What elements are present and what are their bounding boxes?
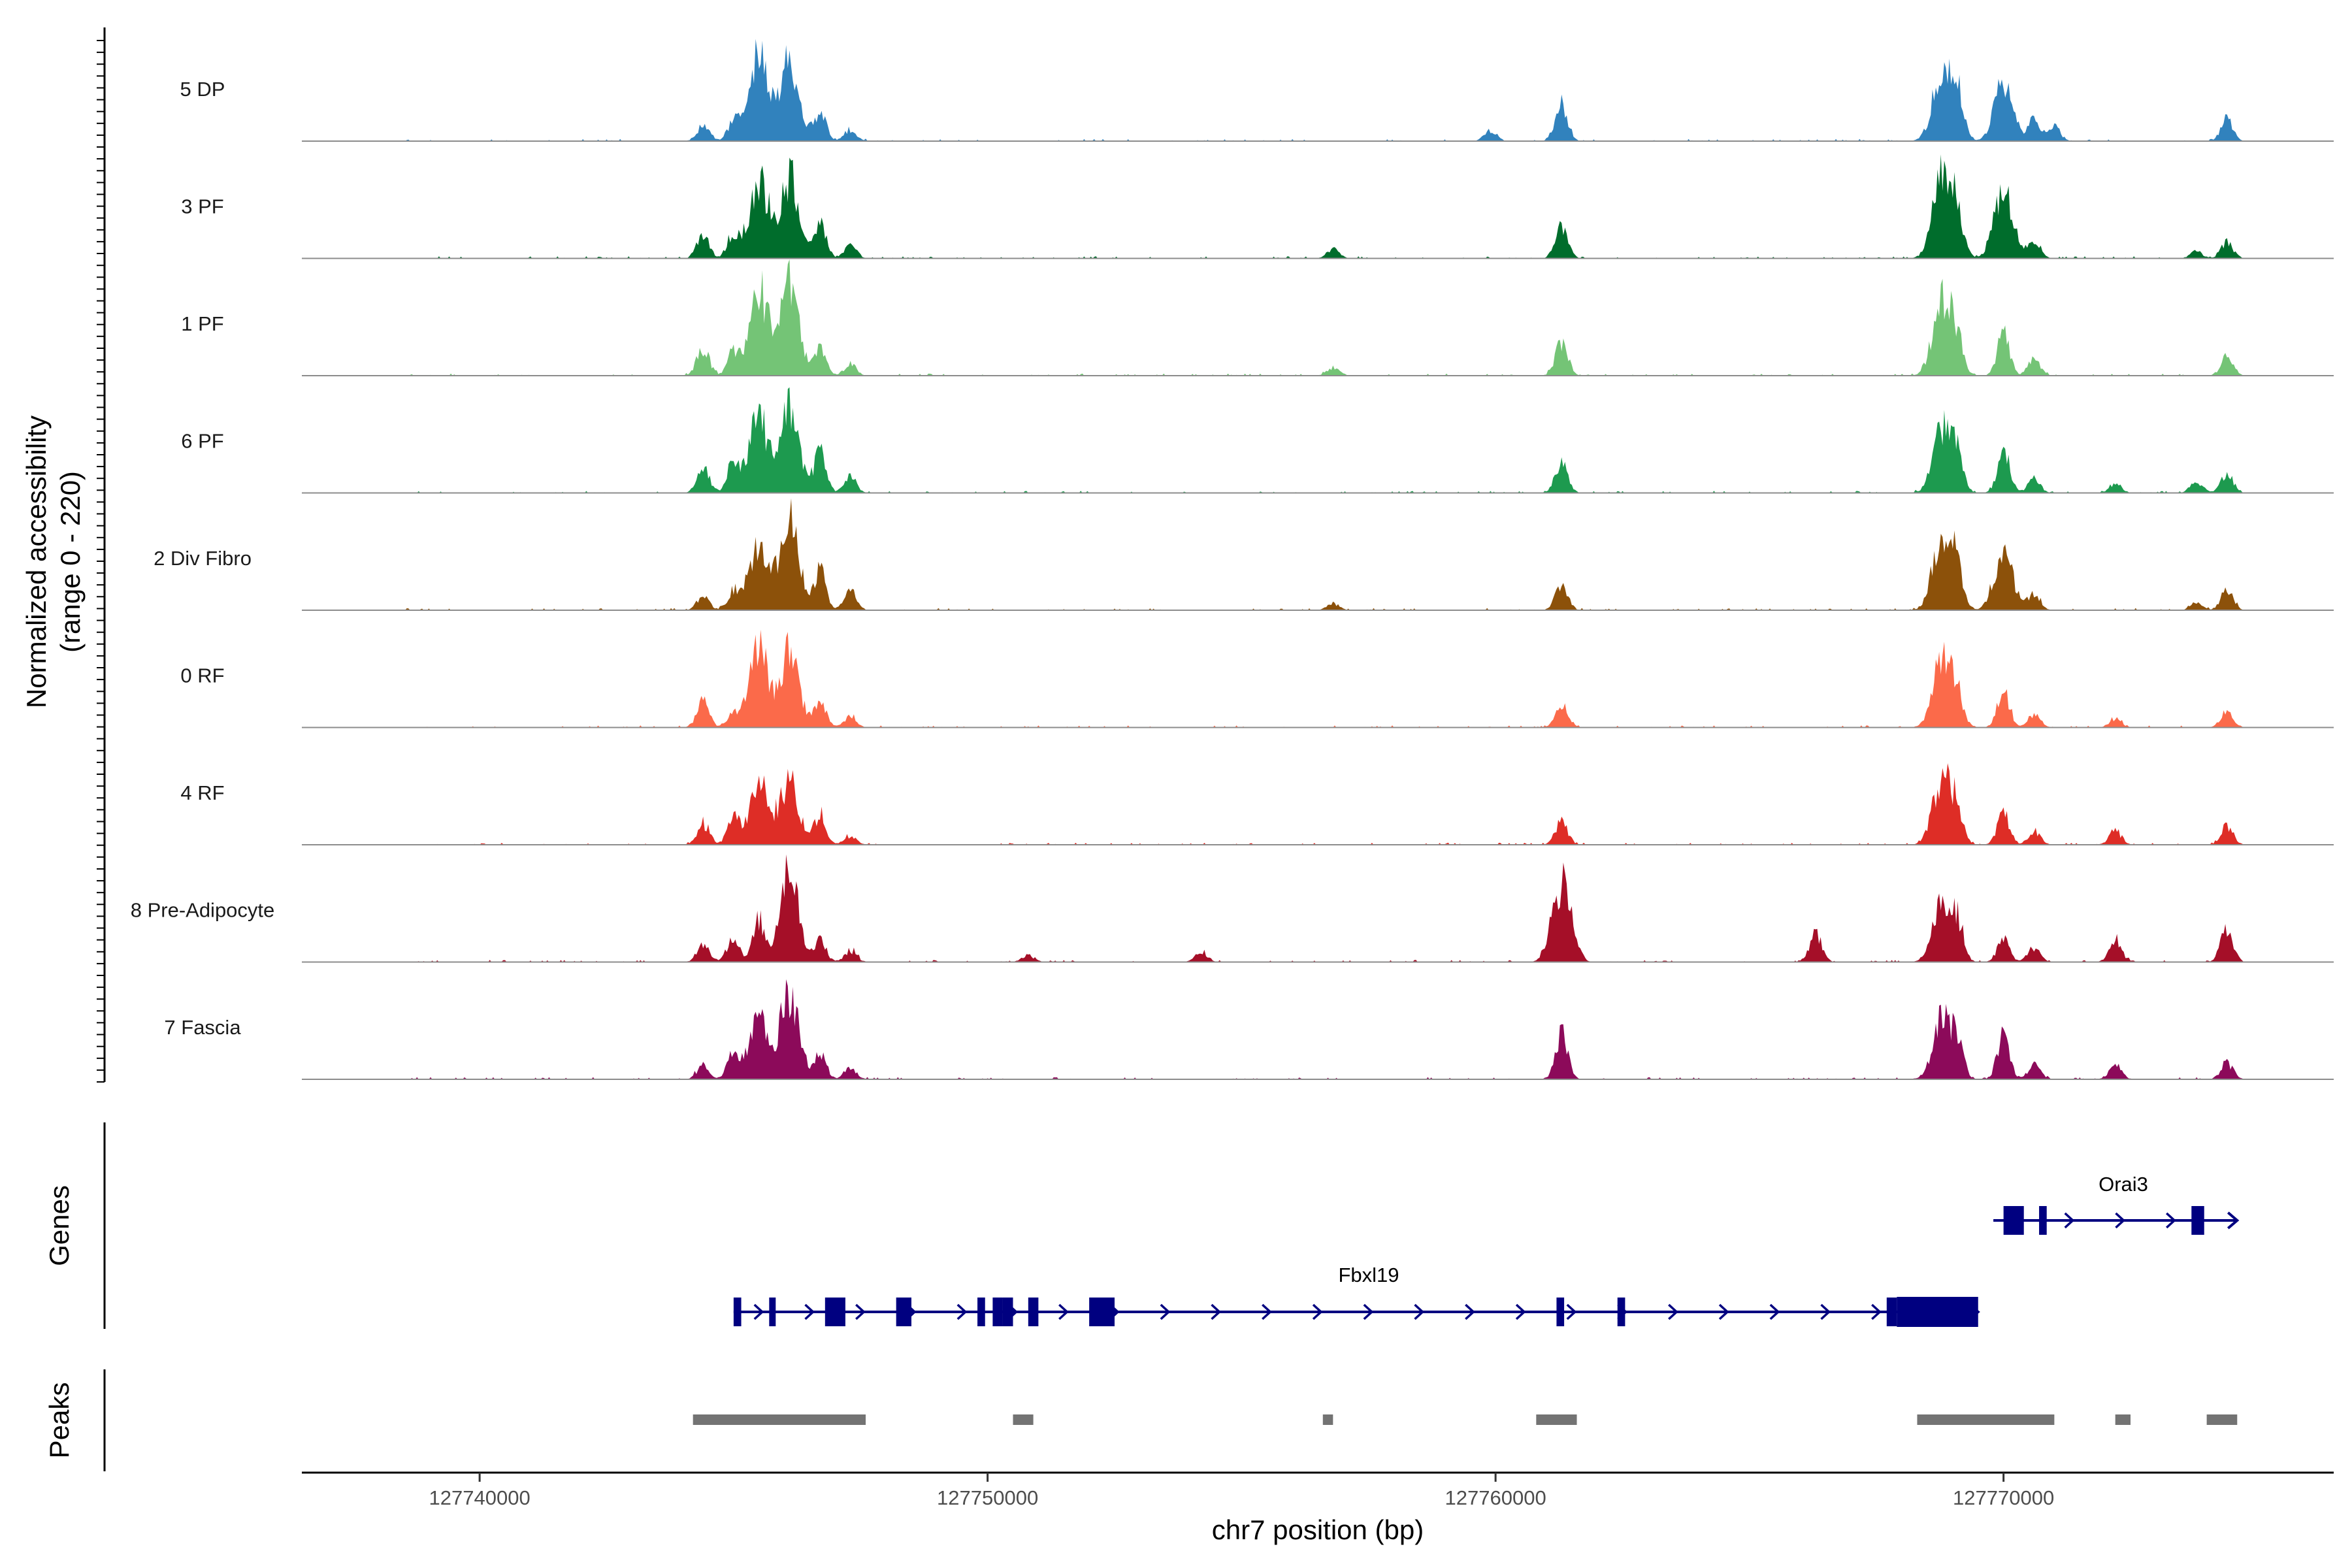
peaks-panel-label: Peaks [44, 1382, 74, 1459]
track-label: 6 PF [181, 430, 223, 453]
strand-arrow [1515, 1303, 1526, 1320]
exon [1886, 1298, 1897, 1326]
track-label: 3 PF [181, 195, 223, 218]
exon [825, 1298, 845, 1326]
exon [1897, 1297, 1978, 1327]
strand-arrow [1820, 1303, 1831, 1320]
track-label: 8 Pre-Adipocyte [131, 899, 275, 922]
strand-arrow [1363, 1303, 1374, 1320]
strand-arrow [1312, 1303, 1323, 1320]
track-label: 4 RF [180, 781, 224, 804]
track-4-rf: 4 RF [180, 763, 2334, 845]
x-tick-label: 127770000 [1953, 1486, 2054, 1509]
strand-arrow [956, 1303, 968, 1320]
strand-arrow [1769, 1303, 1780, 1320]
gene-label: Fbxl19 [1338, 1264, 1399, 1286]
coverage-tracks: 5 DP 3 PF 1 PF 6 PF 2 Div Fibro 0 RF 4 RF 8 Pre… [131, 39, 2334, 1080]
strand-arrow [855, 1303, 866, 1320]
y-axis-title: Normalized accessibility [21, 416, 52, 708]
x-axis: 127740000 127750000 127760000 127770000 chr… [302, 1471, 2334, 1545]
coverage-area [302, 629, 2334, 728]
strand-arrow [1465, 1303, 1475, 1320]
coverage-area [302, 39, 2334, 141]
peak-region [2115, 1414, 2131, 1425]
x-tick-label: 127760000 [1445, 1486, 1546, 1509]
strand-arrow [2166, 1212, 2176, 1229]
coverage-area [302, 259, 2334, 376]
exon [2191, 1206, 2204, 1235]
strand-arrow [2115, 1212, 2126, 1229]
strand-arrow [1211, 1303, 1222, 1320]
track-label: 7 Fascia [164, 1016, 241, 1039]
exon [1617, 1298, 1625, 1326]
coverage-area [302, 763, 2334, 845]
exon [733, 1298, 742, 1326]
track-label: 1 PF [181, 312, 223, 335]
strand-arrow [1668, 1303, 1678, 1320]
strand-arrow [804, 1303, 815, 1320]
track-label: 0 RF [180, 664, 224, 687]
exon [769, 1298, 776, 1326]
exon [1089, 1298, 1115, 1326]
peak-region [1013, 1414, 1034, 1425]
exon [1002, 1298, 1013, 1326]
track-2-div-fibro: 2 Div Fibro [154, 498, 2334, 611]
strand-arrow [1871, 1303, 1882, 1320]
genes-panel: Genes Fbxl19 Orai3 [44, 1122, 2240, 1329]
accessibility-y-axis [97, 27, 106, 1083]
track-5-dp: 5 DP [180, 39, 2334, 142]
gene-label: Orai3 [2099, 1173, 2148, 1196]
coverage-area [302, 154, 2334, 259]
track-label: 5 DP [180, 78, 225, 101]
track-8-pre-adipocyte: 8 Pre-Adipocyte [131, 854, 2334, 963]
track-7-fascia: 7 Fascia [164, 979, 2334, 1080]
exon [977, 1298, 985, 1326]
gene-fbxl19: Fbxl19 [733, 1264, 1980, 1327]
track-0-rf: 0 RF [180, 629, 2334, 728]
exon [2039, 1206, 2047, 1235]
gene-orai3: Orai3 [1993, 1173, 2240, 1235]
peaks-panel: Peaks [44, 1369, 2238, 1471]
peak-regions [693, 1414, 2238, 1425]
peak-region [1536, 1414, 1577, 1425]
strand-arrow [1058, 1303, 1069, 1320]
exon [1028, 1298, 1039, 1326]
track-label: 2 Div Fibro [154, 547, 252, 570]
exon [896, 1298, 911, 1326]
peak-region [693, 1414, 866, 1425]
y-axis-range-label: (range 0 - 220) [55, 471, 86, 653]
coverage-area [302, 387, 2334, 493]
x-tick-label: 127740000 [429, 1486, 531, 1509]
x-axis-ticks: 127740000 127750000 127760000 127770000 [429, 1473, 2054, 1509]
peak-region [2206, 1414, 2238, 1425]
exon [1556, 1298, 1565, 1326]
x-tick-label: 127750000 [937, 1486, 1038, 1509]
strand-arrow [2064, 1212, 2075, 1229]
strand-arrow [1718, 1303, 1729, 1320]
peak-region [1917, 1414, 2055, 1425]
strand-arrow [753, 1303, 764, 1320]
track-3-pf: 3 PF [181, 154, 2334, 259]
gene-models: Fbxl19 Orai3 [733, 1173, 2240, 1327]
coverage-area [302, 498, 2334, 610]
exon [992, 1298, 1003, 1326]
exon [2003, 1206, 2024, 1235]
strand-arrow [1414, 1303, 1425, 1320]
track-6-pf: 6 PF [181, 387, 2334, 494]
peak-region [1322, 1414, 1333, 1425]
x-axis-title: chr7 position (bp) [1212, 1514, 1424, 1545]
strand-arrow [1566, 1303, 1577, 1320]
track-1-pf: 1 PF [181, 259, 2334, 376]
strand-arrow [1160, 1303, 1171, 1320]
coverage-area [302, 854, 2334, 962]
strand-arrow [1262, 1303, 1272, 1320]
genes-panel-label: Genes [44, 1185, 74, 1266]
gene-end-arrow [2227, 1211, 2240, 1230]
coverage-area [302, 979, 2334, 1079]
